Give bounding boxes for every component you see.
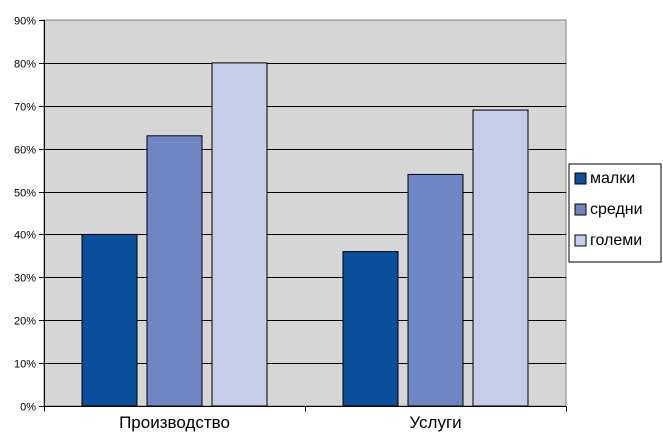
x-category-label: Производство bbox=[119, 413, 230, 432]
y-axis: 0% 10% 20% 30% 40% 50% 60% 70% 80% 90% bbox=[14, 16, 45, 414]
y-tick-label: 70% bbox=[14, 102, 36, 114]
bar-малки-Услуги bbox=[342, 251, 399, 407]
bar-средни-Производство bbox=[146, 135, 203, 407]
legend-swatch-средни bbox=[574, 203, 587, 216]
bar-големи-Услуги bbox=[472, 109, 529, 407]
legend-label-малки: малки bbox=[590, 170, 635, 187]
x-axis: Производство Услуги bbox=[44, 406, 567, 432]
bar-малки-Производство bbox=[81, 233, 138, 407]
bar-средни-Услуги bbox=[407, 173, 464, 407]
y-tick-label: 20% bbox=[14, 316, 36, 328]
y-tick-label: 30% bbox=[14, 273, 36, 285]
y-tick-label: 0% bbox=[20, 402, 36, 414]
y-tick-label: 10% bbox=[14, 359, 36, 371]
legend-label-средни: средни bbox=[590, 201, 643, 218]
y-tick-label: 90% bbox=[14, 16, 36, 28]
y-tick-label: 50% bbox=[14, 188, 36, 200]
legend-swatch-големи bbox=[574, 234, 587, 247]
y-tick-label: 80% bbox=[14, 59, 36, 71]
y-tick-label: 40% bbox=[14, 230, 36, 242]
x-category-label: Услуги bbox=[409, 413, 461, 432]
bars bbox=[81, 62, 529, 407]
legend-swatch-малки bbox=[574, 172, 587, 185]
y-tick-label: 60% bbox=[14, 145, 36, 157]
legend: малки средни големи bbox=[568, 163, 662, 263]
bar-големи-Производство bbox=[211, 62, 268, 407]
legend-label-големи: големи bbox=[590, 232, 642, 249]
